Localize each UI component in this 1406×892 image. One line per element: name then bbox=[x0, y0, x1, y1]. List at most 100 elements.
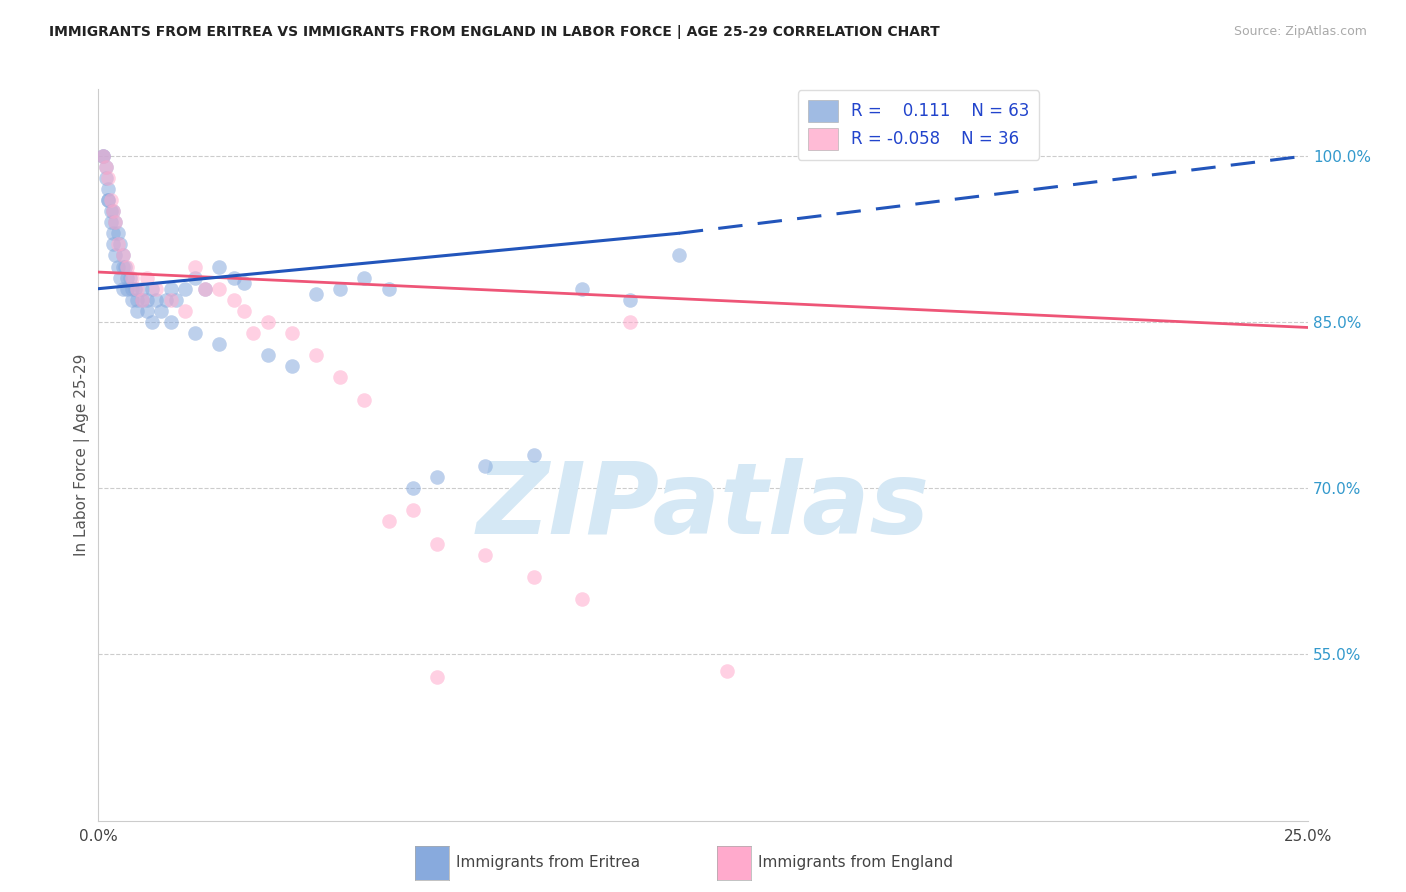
Point bbox=[474, 548, 496, 562]
Point bbox=[716, 664, 738, 678]
Text: IMMIGRANTS FROM ERITREA VS IMMIGRANTS FROM ENGLAND IN LABOR FORCE | AGE 25-29 CO: IMMIGRANTS FROM ERITREA VS IMMIGRANTS FR… bbox=[49, 25, 941, 39]
Point bbox=[114, 260, 136, 274]
Point bbox=[402, 481, 425, 495]
Point bbox=[101, 204, 124, 219]
Point bbox=[165, 293, 187, 307]
Text: ZIPatlas: ZIPatlas bbox=[477, 458, 929, 555]
Point bbox=[571, 592, 593, 607]
Point bbox=[426, 536, 449, 550]
Point bbox=[94, 160, 117, 174]
Point bbox=[353, 270, 375, 285]
Point bbox=[194, 282, 217, 296]
Point bbox=[108, 270, 131, 285]
Point bbox=[523, 570, 546, 584]
Point bbox=[256, 348, 278, 362]
Point bbox=[131, 293, 153, 307]
Point bbox=[208, 282, 231, 296]
Point bbox=[329, 370, 352, 384]
Point bbox=[305, 287, 328, 301]
Point bbox=[117, 260, 139, 274]
Point bbox=[100, 215, 122, 229]
Point bbox=[104, 215, 127, 229]
Point bbox=[111, 260, 134, 274]
Point bbox=[377, 282, 399, 296]
Point bbox=[281, 359, 304, 374]
Point bbox=[104, 215, 127, 229]
Point bbox=[111, 248, 134, 262]
Point bbox=[121, 282, 143, 296]
Point bbox=[155, 293, 177, 307]
Point bbox=[91, 149, 114, 163]
Point bbox=[121, 270, 143, 285]
Legend: R =    0.111    N = 63, R = -0.058    N = 36: R = 0.111 N = 63, R = -0.058 N = 36 bbox=[797, 90, 1039, 160]
Point bbox=[208, 337, 231, 351]
Point bbox=[184, 260, 207, 274]
Point bbox=[184, 270, 207, 285]
Point bbox=[174, 303, 197, 318]
Point bbox=[135, 270, 157, 285]
Point bbox=[131, 293, 153, 307]
Point bbox=[329, 282, 352, 296]
Point bbox=[94, 160, 117, 174]
Point bbox=[145, 282, 167, 296]
Point bbox=[94, 170, 117, 185]
Point bbox=[619, 293, 641, 307]
Point bbox=[135, 303, 157, 318]
Point bbox=[111, 248, 134, 262]
Point bbox=[135, 293, 157, 307]
Point bbox=[353, 392, 375, 407]
Text: Immigrants from England: Immigrants from England bbox=[758, 855, 953, 870]
Point bbox=[107, 260, 129, 274]
Point bbox=[619, 315, 641, 329]
Point bbox=[108, 237, 131, 252]
Point bbox=[104, 248, 127, 262]
Point bbox=[111, 282, 134, 296]
Point bbox=[305, 348, 328, 362]
Point bbox=[97, 193, 120, 207]
Point bbox=[145, 293, 167, 307]
Point bbox=[127, 303, 149, 318]
Point bbox=[97, 170, 120, 185]
Point bbox=[97, 193, 120, 207]
Point bbox=[377, 515, 399, 529]
Text: Source: ZipAtlas.com: Source: ZipAtlas.com bbox=[1233, 25, 1367, 38]
Point bbox=[668, 248, 690, 262]
Point bbox=[121, 293, 143, 307]
Point bbox=[101, 227, 124, 241]
Point bbox=[426, 669, 449, 683]
Point bbox=[474, 458, 496, 473]
Point bbox=[97, 182, 120, 196]
Point bbox=[208, 260, 231, 274]
Point bbox=[101, 237, 124, 252]
Point bbox=[127, 282, 149, 296]
Point bbox=[426, 470, 449, 484]
Point bbox=[91, 149, 114, 163]
Point bbox=[160, 315, 183, 329]
Point bbox=[194, 282, 217, 296]
Point bbox=[232, 303, 254, 318]
Point bbox=[256, 315, 278, 329]
Point bbox=[222, 270, 245, 285]
Point bbox=[571, 282, 593, 296]
Point bbox=[91, 149, 114, 163]
Point bbox=[150, 303, 173, 318]
Point bbox=[100, 193, 122, 207]
Point bbox=[118, 270, 141, 285]
Point bbox=[127, 293, 149, 307]
Point bbox=[160, 282, 183, 296]
Point bbox=[281, 326, 304, 340]
Point bbox=[141, 282, 163, 296]
Point bbox=[523, 448, 546, 462]
Point bbox=[124, 282, 146, 296]
Point bbox=[232, 276, 254, 290]
Point bbox=[160, 293, 183, 307]
Text: Immigrants from Eritrea: Immigrants from Eritrea bbox=[456, 855, 640, 870]
Point bbox=[117, 270, 139, 285]
Point bbox=[242, 326, 264, 340]
Y-axis label: In Labor Force | Age 25-29: In Labor Force | Age 25-29 bbox=[75, 354, 90, 556]
Point bbox=[184, 326, 207, 340]
Point bbox=[174, 282, 197, 296]
Point bbox=[101, 204, 124, 219]
Point bbox=[141, 315, 163, 329]
Point bbox=[402, 503, 425, 517]
